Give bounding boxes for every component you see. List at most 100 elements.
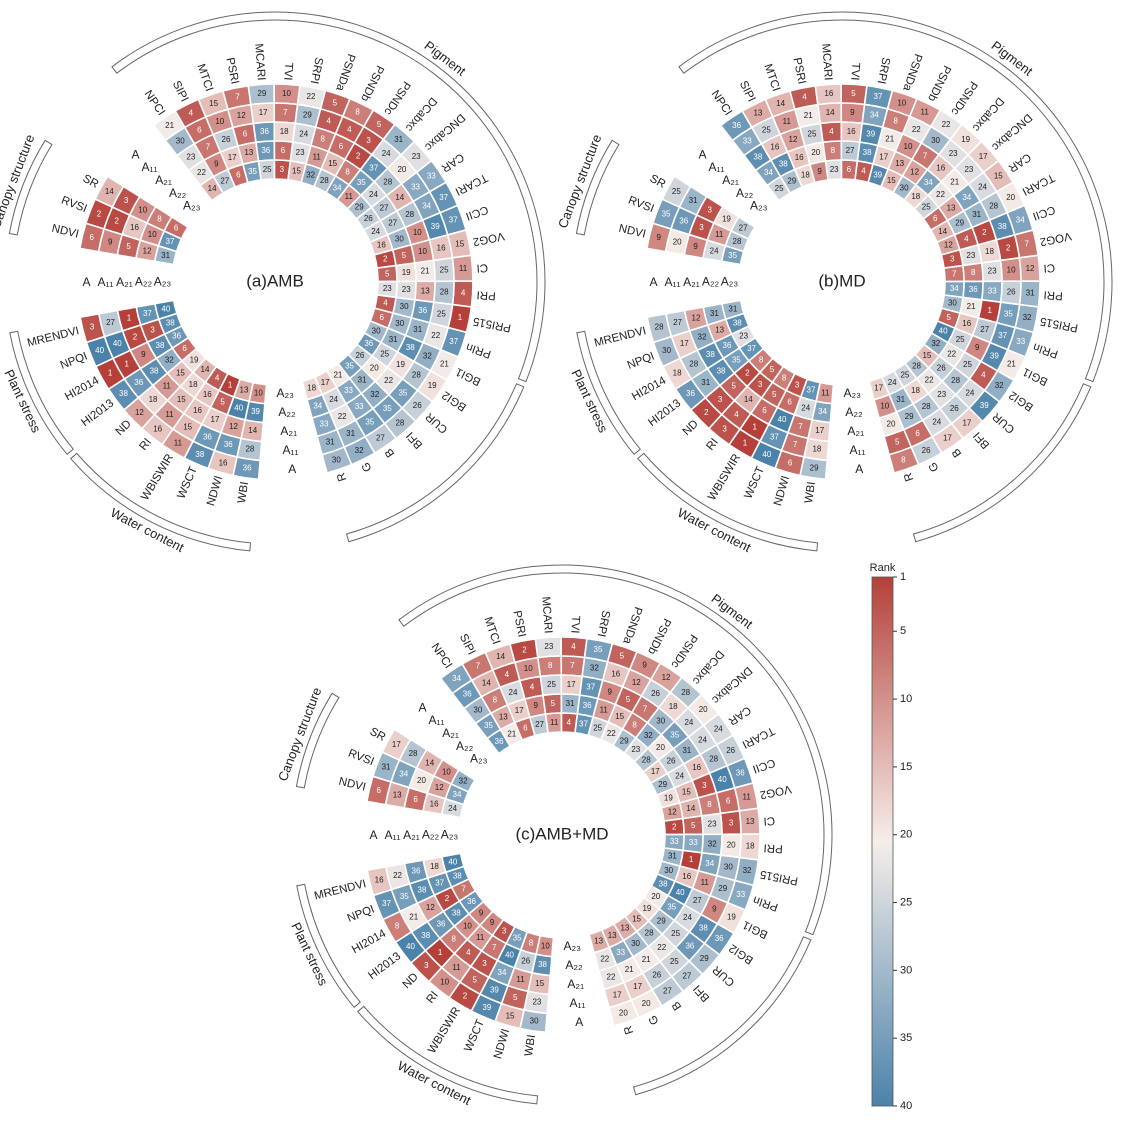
cell-label: 19 — [642, 904, 651, 913]
cell-label: 25 — [547, 680, 556, 689]
cell-label: 26 — [667, 757, 676, 766]
cell-label: 6 — [174, 223, 179, 232]
category-label: SIPI — [170, 79, 190, 104]
cell-label: 23 — [532, 998, 541, 1007]
category-label: NPQI — [346, 903, 377, 924]
cell-label: 27 — [693, 896, 702, 905]
cell-label: 37 — [449, 216, 458, 225]
category-label: CUR — [711, 963, 738, 988]
cell-label: 3 — [366, 136, 371, 145]
cell-label: 5 — [220, 398, 225, 407]
cell-label: 21 — [885, 134, 894, 143]
cell-label: 36 — [203, 433, 212, 442]
ring-label: A₂₃ — [721, 275, 739, 289]
cell-label: 7 — [952, 269, 957, 278]
cell-label: 19 — [961, 135, 970, 144]
category-label: PSNDb — [358, 63, 386, 103]
cell-label: 27 — [388, 218, 397, 227]
cell-label: 38 — [733, 318, 742, 327]
cell-label: 25 — [671, 929, 680, 938]
ring-label: A₂₂ — [135, 275, 153, 289]
category-label: BFI — [404, 429, 425, 450]
cell-label: 22 — [338, 412, 347, 421]
cell-label: 15 — [887, 176, 896, 185]
category-label: TCARI — [740, 724, 776, 750]
cell-label: 14 — [938, 227, 947, 236]
cell-label: 28 — [440, 287, 449, 296]
cell-label: 14 — [105, 187, 114, 196]
cell-label: 4 — [327, 116, 332, 125]
cell-label: 16 — [795, 153, 804, 162]
cell-label: 11 — [345, 192, 354, 201]
cell-label: 24 — [714, 725, 723, 734]
cell-label: 16 — [219, 458, 228, 467]
cell-label: 3 — [795, 380, 800, 389]
cell-label: 23 — [708, 820, 717, 829]
ring-label: A₂₃ — [154, 275, 172, 289]
cell-label: 4 — [347, 125, 352, 134]
category-label: PRI — [476, 288, 496, 301]
ring-label: A₂₁ — [116, 275, 133, 289]
cell-label: 5 — [770, 365, 775, 374]
cell-label: 32 — [1023, 313, 1032, 322]
cell-label: 10 — [1007, 265, 1016, 274]
cell-label: 1 — [752, 422, 757, 431]
ring-label: A — [131, 147, 139, 161]
cell-label: 35 — [383, 404, 392, 413]
cell-label: 30 — [900, 183, 909, 192]
cell-label: 22 — [657, 943, 666, 952]
cell-label: 31 — [689, 196, 698, 205]
cell-label: 20 — [1006, 193, 1015, 202]
category-label: R — [902, 471, 916, 483]
cell-label: 7 — [923, 152, 928, 161]
cell-label: 27 — [535, 720, 544, 729]
cell-label: 25 — [440, 265, 449, 274]
cell-label: 5 — [551, 699, 556, 708]
cell-label: 18 — [673, 368, 682, 377]
cell-label: 13 — [499, 712, 508, 721]
category-label: CI — [763, 814, 775, 827]
ring-label: A — [575, 1015, 583, 1029]
cell-label: 6 — [788, 458, 793, 467]
cell-label: 36 — [732, 121, 741, 130]
cell-label: 17 — [979, 152, 988, 161]
cell-label: 17 — [211, 415, 220, 424]
polar-heatmap: (c)AMB+MDWBI3023153810NDWI15511268WSCT39… — [275, 564, 833, 1108]
chart-title: (a)AMB — [246, 271, 304, 290]
cell-label: 21 — [967, 302, 976, 311]
cell-label: 33 — [743, 137, 752, 146]
cell-label: 38 — [452, 908, 461, 917]
cell-label: 34 — [453, 790, 462, 799]
category-label: CUR — [991, 410, 1018, 435]
cell-label: 22 — [925, 376, 934, 385]
cell-label: 34 — [1016, 216, 1025, 225]
cell-label: 28 — [655, 323, 664, 332]
cell-label: 37 — [586, 682, 595, 691]
cell-label: 5 — [333, 98, 338, 107]
cell-label: 13 — [746, 817, 755, 826]
cell-label: 12 — [237, 111, 246, 120]
cell-label: 28 — [409, 749, 418, 758]
cell-label: 18 — [801, 171, 810, 180]
cell-label: 23 — [937, 390, 946, 399]
chart-title: (b)MD — [818, 271, 865, 290]
cell-label: 26 — [652, 971, 661, 980]
cell-label: 3 — [950, 255, 955, 264]
cell-label: 28 — [320, 176, 329, 185]
category-label: NPQI — [626, 350, 657, 371]
cell-label: 15 — [177, 395, 186, 404]
colorbar-tick-label: 20 — [900, 829, 912, 841]
cell-label: 31 — [346, 429, 355, 438]
cell-label: 7 — [206, 142, 211, 151]
cell-label: 32 — [743, 866, 752, 875]
cell-label: 15 — [328, 159, 337, 168]
category-label: RI — [704, 436, 721, 452]
category-label: NPCI — [142, 88, 167, 117]
cell-label: 4 — [530, 683, 535, 692]
cell-label: 35 — [728, 251, 737, 260]
cell-label: 31 — [682, 746, 691, 755]
cell-label: 30 — [530, 1017, 539, 1026]
cell-label: 20 — [673, 238, 682, 247]
cell-label: 28 — [681, 688, 690, 697]
cell-label: 34 — [950, 284, 959, 293]
